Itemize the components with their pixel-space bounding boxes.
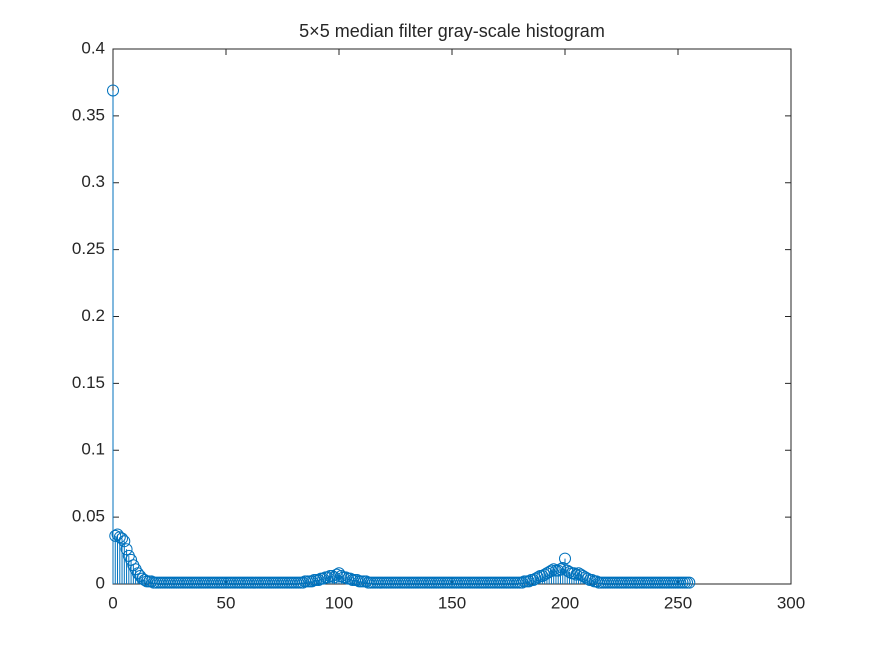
stem-marker xyxy=(545,564,558,577)
plot-area xyxy=(112,48,792,585)
stem-marker xyxy=(111,528,124,541)
stem-marker xyxy=(570,568,583,581)
x-tick-label: 50 xyxy=(217,593,236,612)
x-tick-label: 100 xyxy=(325,593,353,612)
stem-marker xyxy=(568,567,581,580)
x-tick-label: 250 xyxy=(664,593,692,612)
stem-marker xyxy=(107,84,119,97)
stem-marker xyxy=(116,532,129,545)
stem-marker xyxy=(351,573,364,586)
stem-marker xyxy=(305,575,318,588)
stem-marker xyxy=(586,573,599,586)
stem-marker xyxy=(120,543,133,556)
stem-marker xyxy=(683,576,696,589)
stem-marker xyxy=(312,573,325,586)
stem-marker xyxy=(516,576,529,589)
x-tick-label: 150 xyxy=(438,593,466,612)
x-tick-label: 200 xyxy=(551,593,579,612)
stem-marker xyxy=(554,563,567,576)
stem-marker xyxy=(118,535,131,548)
stem-marker xyxy=(547,563,560,576)
stem-marker xyxy=(339,571,352,584)
stem-marker xyxy=(344,572,357,585)
y-tick-label: 0.35 xyxy=(72,105,105,124)
stem-marker xyxy=(109,529,122,542)
stem-marker xyxy=(335,569,348,582)
y-tick-label: 0.3 xyxy=(81,172,105,191)
stem-marker xyxy=(330,568,343,581)
stem-marker xyxy=(333,567,345,580)
stem-marker xyxy=(563,565,576,578)
x-tick-label: 0 xyxy=(108,593,117,612)
y-tick-label: 0 xyxy=(96,573,105,592)
x-tick-label: 300 xyxy=(777,593,805,612)
y-tick-label: 0.2 xyxy=(81,306,105,325)
stem-marker xyxy=(321,571,334,584)
stem-marker xyxy=(296,576,309,589)
y-tick-label: 0.05 xyxy=(72,507,105,526)
stem-marker xyxy=(581,572,594,585)
stem-marker xyxy=(559,552,571,565)
y-tick-label: 0.25 xyxy=(72,239,105,258)
y-tick-label: 0.1 xyxy=(81,440,105,459)
y-tick-label: 0.4 xyxy=(81,38,105,57)
stem-marker xyxy=(138,573,151,586)
stem-marker xyxy=(113,531,126,544)
y-tick-label: 0.15 xyxy=(72,373,105,392)
chart-title: 5×5 median filter gray-scale histogram xyxy=(299,21,605,41)
